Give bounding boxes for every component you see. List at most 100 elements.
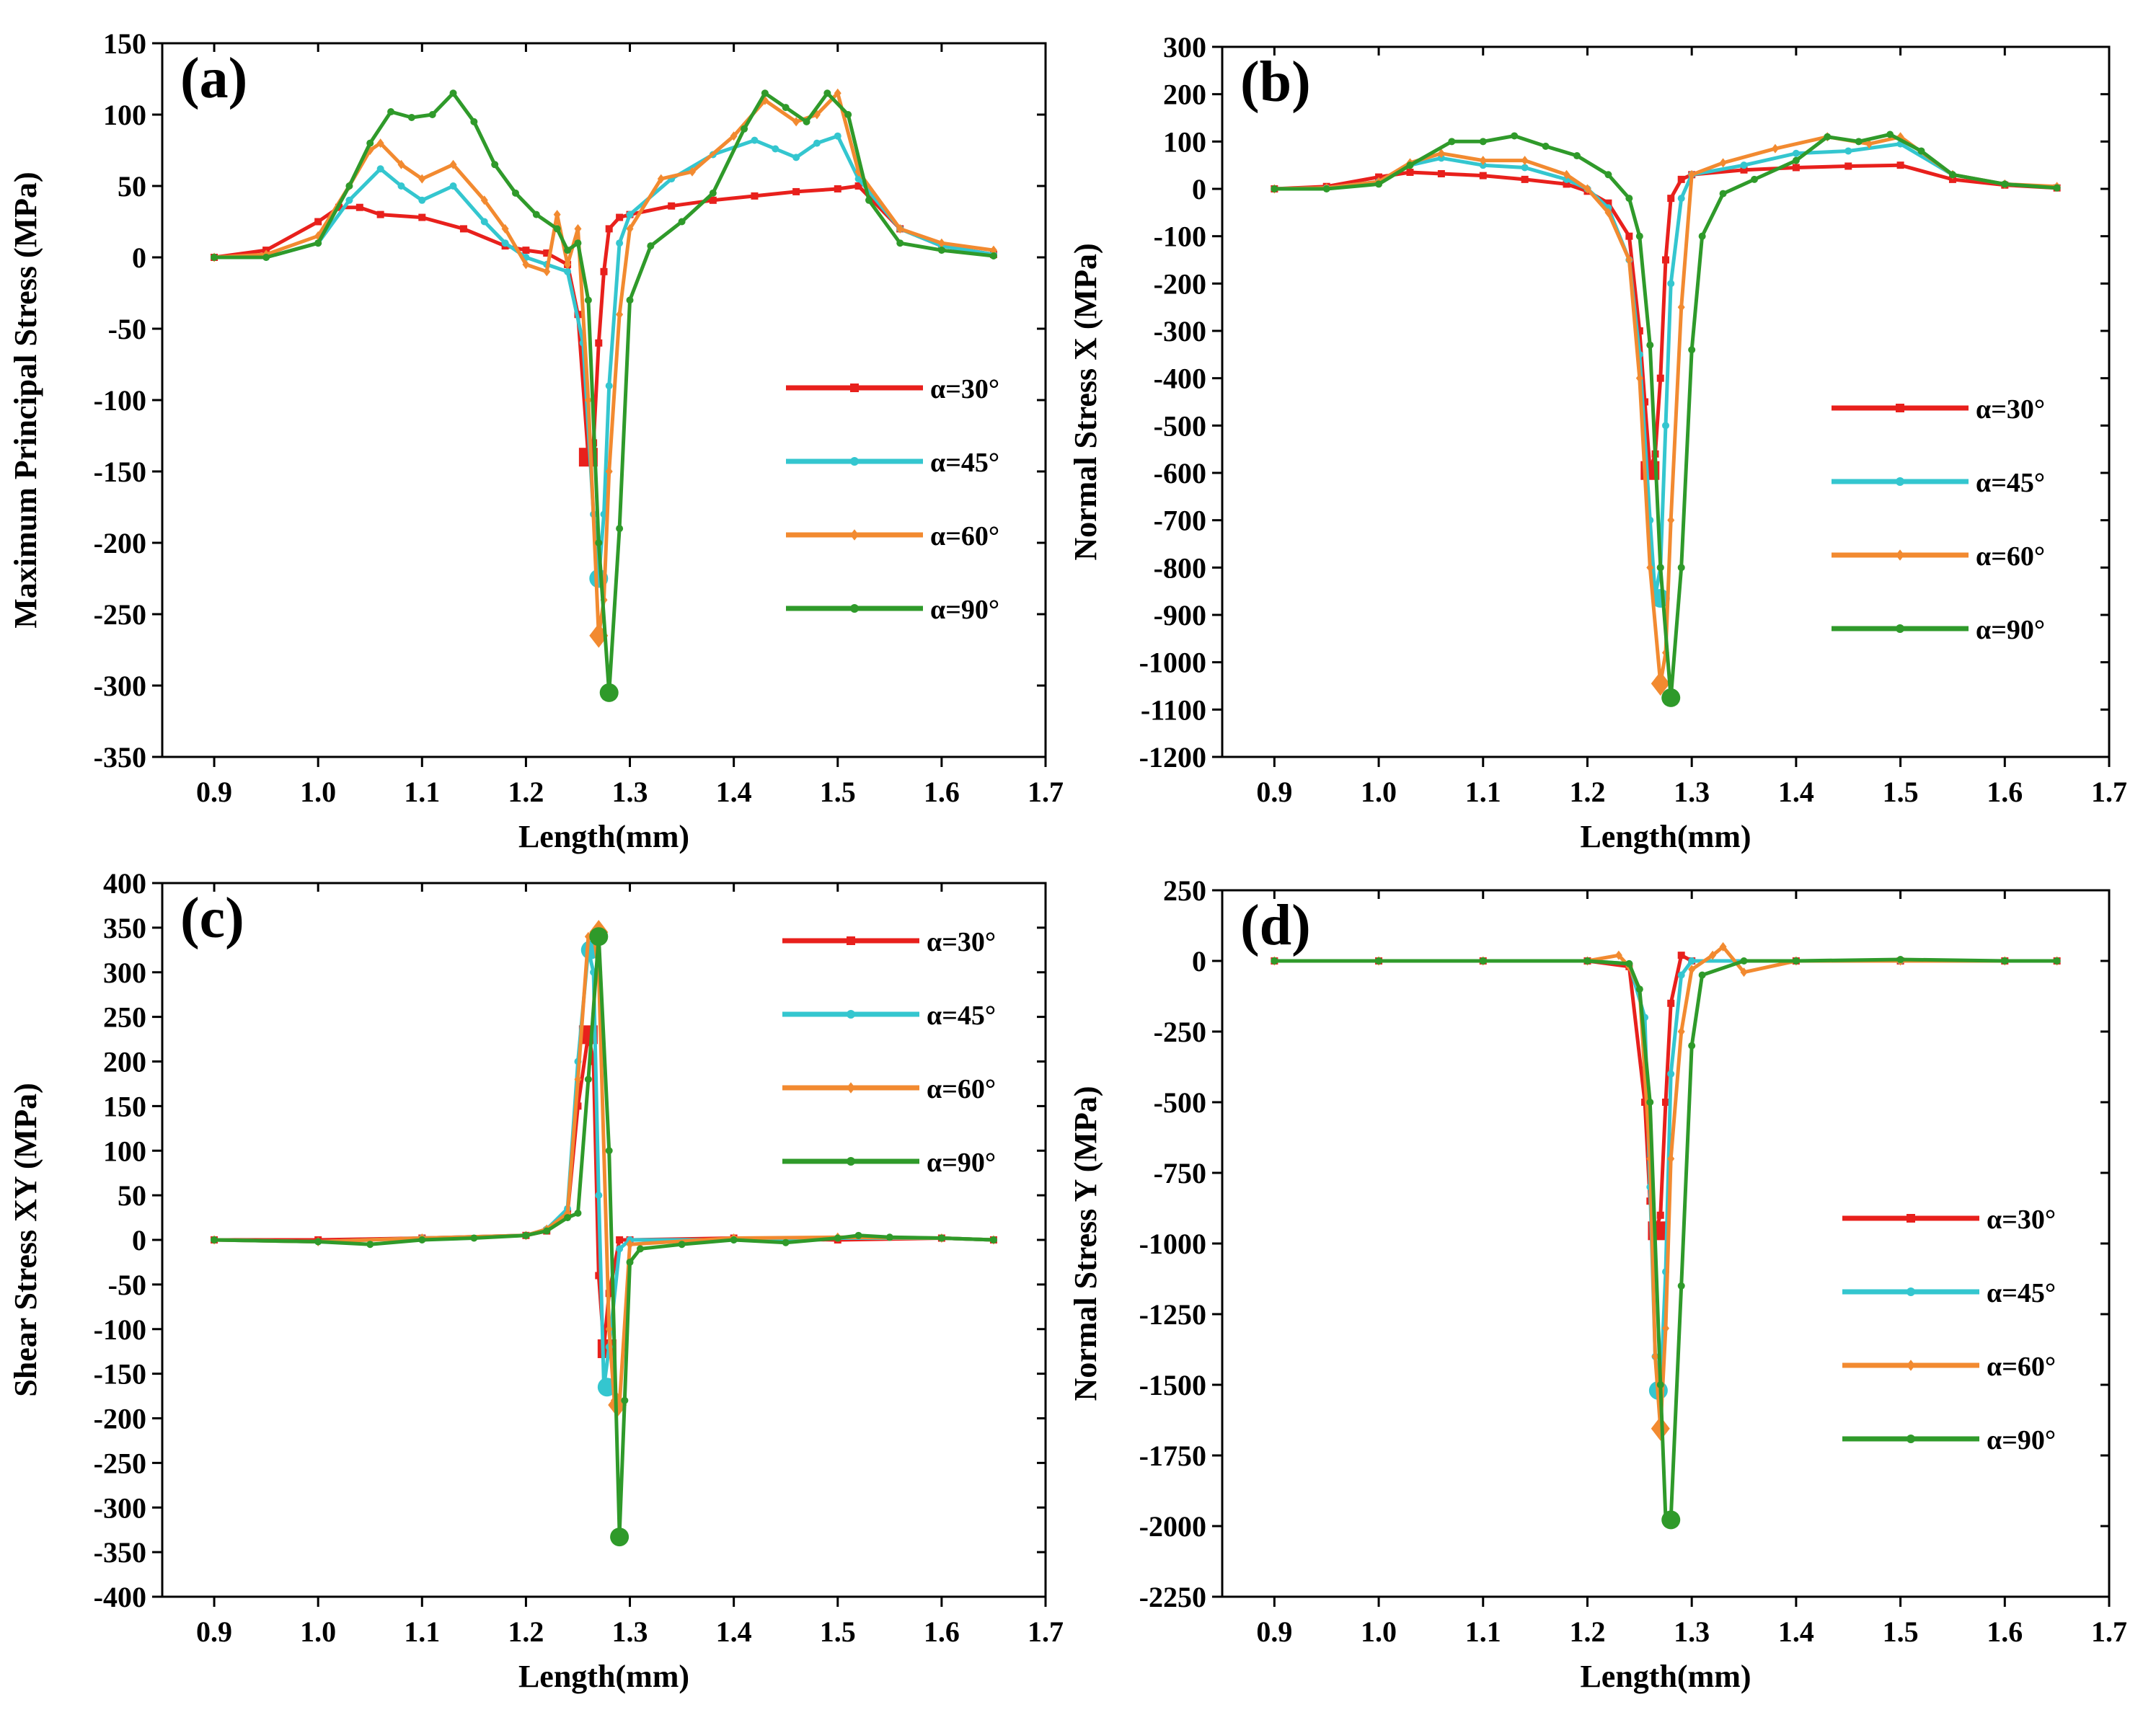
- data-point: [211, 1236, 218, 1244]
- data-point: [418, 174, 426, 184]
- data-point: [574, 1209, 582, 1217]
- data-point: [595, 1272, 603, 1280]
- x-tick-label: 1.6: [1987, 1615, 2023, 1648]
- data-point: [751, 192, 759, 200]
- data-point: [2001, 180, 2009, 188]
- data-point: [1896, 956, 1904, 964]
- y-tick-label: -1000: [1139, 1228, 1206, 1260]
- series-4: [1271, 130, 2061, 707]
- data-point: [584, 395, 592, 405]
- data-point: [605, 466, 613, 476]
- data-point: [1604, 199, 1612, 207]
- y-tick-label: 100: [103, 1135, 146, 1167]
- data-point: [1271, 185, 1278, 192]
- legend-label: α=30°: [1976, 394, 2045, 425]
- x-tick-label: 1.4: [1778, 776, 1814, 808]
- data-point: [376, 138, 384, 148]
- y-tick-label: 300: [1163, 31, 1206, 63]
- data-point: [1375, 173, 1383, 181]
- data-point: [1677, 1027, 1685, 1037]
- x-tick-label: 1.0: [300, 1615, 336, 1648]
- data-point: [1656, 1211, 1664, 1219]
- data-point: [1662, 1099, 1669, 1106]
- data-point: [1651, 1352, 1659, 1362]
- y-tick-label: -1750: [1139, 1440, 1206, 1472]
- legend-marker: [1896, 624, 1904, 633]
- legend-label: α=45°: [1987, 1278, 2056, 1308]
- data-point: [543, 267, 551, 277]
- y-tick-label: -500: [1154, 1086, 1206, 1119]
- data-point: [564, 1214, 572, 1222]
- data-point: [989, 1236, 997, 1244]
- series-4: [211, 89, 997, 702]
- data-point: [621, 1396, 629, 1404]
- data-point: [1677, 564, 1685, 572]
- x-tick-label: 1.3: [612, 1615, 648, 1648]
- data-point: [459, 225, 467, 233]
- data-point: [470, 118, 478, 125]
- y-tick-label: 300: [103, 957, 146, 989]
- data-point: [668, 202, 676, 210]
- legend-label: α=60°: [1976, 541, 2045, 572]
- panel-label: (b): [1240, 50, 1311, 114]
- data-point: [1641, 398, 1649, 406]
- x-tick-label: 1.5: [820, 1615, 856, 1648]
- data-point: [449, 89, 457, 97]
- data-point: [387, 108, 395, 116]
- y-axis-title: Shear Stress XY (MPa): [8, 1083, 43, 1396]
- panel-b: 0.9 1.0 1.1 1.2 1.3 1.4 1.5 1.6 1.7 300 200 100 0 -10…: [1068, 31, 2127, 854]
- data-point: [1573, 152, 1581, 160]
- data-point: [512, 189, 519, 197]
- data-point: [1948, 171, 1956, 179]
- data-point: [574, 223, 582, 234]
- data-point: [262, 254, 270, 261]
- data-point: [501, 239, 509, 247]
- legend-marker: [847, 1157, 855, 1166]
- data-point: [730, 1236, 738, 1244]
- data-point: [1479, 957, 1487, 965]
- data-point: [2053, 957, 2061, 965]
- data-point: [605, 225, 613, 233]
- data-point: [709, 196, 717, 204]
- data-point: [574, 1074, 582, 1084]
- data-point: [1662, 1324, 1669, 1334]
- data-point: [626, 1258, 634, 1266]
- data-point: [314, 239, 322, 247]
- data-point: [1917, 147, 1925, 155]
- y-tick-label: -200: [94, 527, 146, 559]
- legend-entry: α=90°: [786, 595, 999, 625]
- y-tick-label: -500: [1154, 409, 1206, 442]
- data-point: [1740, 166, 1748, 174]
- data-point: [522, 1231, 530, 1239]
- data-point: [626, 1239, 634, 1249]
- data-point: [480, 195, 488, 205]
- x-tick-label: 1.2: [1569, 1615, 1605, 1648]
- y-tick-label: -700: [1154, 505, 1206, 537]
- x-tick-label: 1.4: [716, 1615, 752, 1648]
- data-point: [1896, 161, 1904, 169]
- data-point: [1677, 195, 1685, 203]
- legend-label: α=45°: [930, 448, 999, 478]
- data-point: [1662, 422, 1669, 430]
- data-point: [1625, 255, 1633, 265]
- data-point: [522, 247, 530, 254]
- plot-frame: [1221, 45, 2111, 758]
- x-tick-label: 1.1: [1465, 776, 1501, 808]
- x-tick-label: 1.3: [1674, 776, 1710, 808]
- data-point: [314, 1238, 322, 1246]
- y-tick-label: -1500: [1139, 1369, 1206, 1401]
- data-point: [1542, 142, 1550, 150]
- data-point: [823, 89, 831, 97]
- data-point: [937, 1234, 945, 1242]
- legend-label: α=90°: [1976, 615, 2045, 645]
- data-point: [590, 1058, 598, 1065]
- data-point: [1583, 184, 1591, 194]
- data-point: [616, 1245, 624, 1253]
- y-tick-label: 0: [132, 241, 146, 274]
- data-point: [896, 239, 904, 247]
- data-point: [1688, 965, 1696, 975]
- data-point: [1625, 232, 1633, 240]
- data-point: [834, 132, 841, 140]
- data-point: [782, 104, 790, 112]
- data-point: [1677, 175, 1685, 183]
